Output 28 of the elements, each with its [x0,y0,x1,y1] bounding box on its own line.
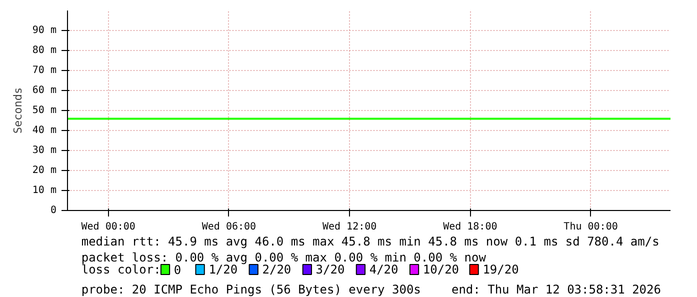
legend-title: loss color: [81,262,161,276]
legend-label: 19/20 [482,262,519,276]
legend-label: 3/20 [316,262,345,276]
legend-label: 4/20 [369,262,398,276]
legend-label: 0 [174,263,182,277]
text: end: Thu Mar 12 03:58:31 2026 [451,282,661,296]
y-tick-label: 60 m [32,85,57,96]
x-tick-label: Wed 00:00 [81,222,136,232]
legend-label: 1/20 [208,262,238,276]
y-axis-title: Seconds [11,87,24,134]
legend-label: 2/20 [262,262,292,276]
x-tick-label: Wed 18:00 [443,222,498,232]
text: median rtt: 45.9 ms avg 46.0 ms max 45.8 ms min 45.8 ms now 0.1 ms sd 780.4 am/s [81,234,660,248]
y-tick-label: 90 m [32,25,57,36]
x-tick-label: Wed 12:00 [322,222,377,232]
x-tick-label: Thu 00:00 [564,222,618,232]
y-tick-label: 80 m [32,45,57,56]
y-tick-label: 70 m [32,65,57,76]
y-tick-label: 50 m [32,105,57,116]
y-tick-label: 30 m [32,145,57,156]
x-tick-label: Wed 06:00 [202,222,256,232]
y-tick-label: 40 m [32,125,57,136]
text: packet loss: 0.00 % avg 0.00 % max 0.00 % min 0.00 % now [81,250,487,264]
y-tick-label: 10 m [32,185,57,196]
text: probe: 20 ICMP Echo Pings (56 Bytes) every 300s [81,282,421,296]
y-tick-label: 0 [50,205,57,216]
legend-label: 10/20 [422,262,460,276]
y-tick-label: 20 m [32,165,57,176]
